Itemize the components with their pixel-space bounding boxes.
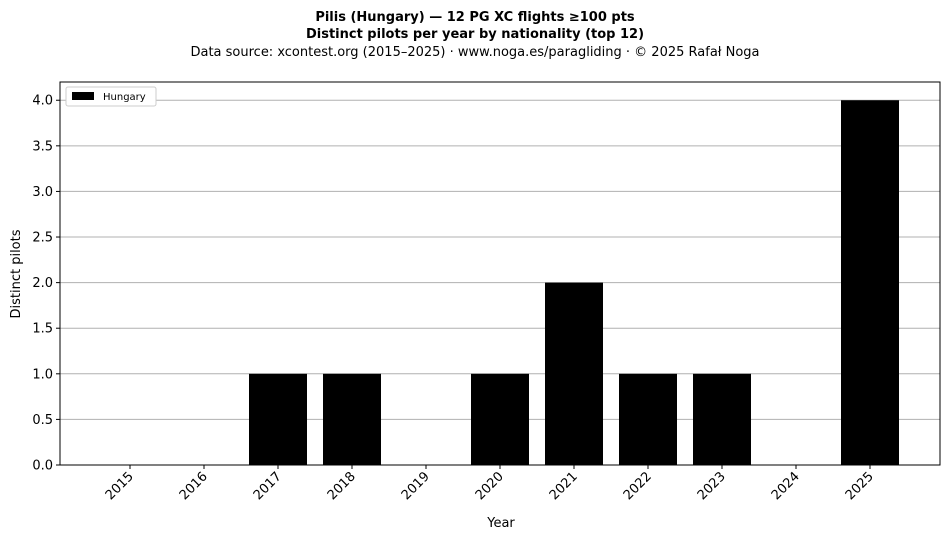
y-tick-label: 3.5 <box>32 139 53 154</box>
bars <box>249 100 899 465</box>
y-tick-label: 4.0 <box>32 94 53 109</box>
x-tick-label-2020: 2020 <box>473 469 507 503</box>
y-tick-label: 2.5 <box>32 231 53 246</box>
x-tick-label-2023: 2023 <box>695 469 729 503</box>
x-tick-label-2017: 2017 <box>251 469 285 503</box>
y-tick-label: 1.5 <box>32 322 53 337</box>
bar-2022 <box>619 373 677 465</box>
y-tick-label: 2.0 <box>32 276 53 291</box>
x-tick-label-2015: 2015 <box>103 469 137 503</box>
bar-2017 <box>249 373 307 465</box>
chart-subtitle: Data source: xcontest.org (2015–2025) · … <box>190 45 759 60</box>
x-tick-label-2022: 2022 <box>621 469 655 503</box>
x-tick-label-2025: 2025 <box>843 469 877 503</box>
x-tick-label-2024: 2024 <box>769 469 803 503</box>
bar-2021 <box>545 282 603 465</box>
y-tick-label: 0.0 <box>32 459 53 474</box>
y-tick-label: 3.0 <box>32 185 53 200</box>
x-tick-label-2018: 2018 <box>325 469 359 503</box>
chart-title-line1: Pilis (Hungary) — 12 PG XC flights ≥100 … <box>315 10 635 25</box>
x-tick-label-2019: 2019 <box>399 469 433 503</box>
y-tick-label: 1.0 <box>32 367 53 382</box>
x-axis-ticks: 2015 2016 2017 2018 2019 2020 2021 2022 2023 2024… <box>103 465 877 503</box>
y-tick-label: 0.5 <box>32 413 53 428</box>
legend-box <box>65 86 157 107</box>
y-gridlines <box>60 99 940 466</box>
x-tick-label-2016: 2016 <box>177 469 211 503</box>
bar-2023 <box>693 373 751 465</box>
legend: Hungary <box>65 86 157 107</box>
bar-2025 <box>841 100 899 465</box>
bar-2018 <box>323 373 381 465</box>
bar-2020 <box>471 373 529 465</box>
y-axis-ticks: 0.0 0.5 1.0 1.5 2.0 2.5 3.0 3.5 4.0 <box>32 94 60 474</box>
legend-label-hungary: Hungary <box>103 92 146 103</box>
x-tick-label-2021: 2021 <box>547 469 581 503</box>
legend-swatch-hungary <box>72 92 94 100</box>
chart-title-line2: Distinct pilots per year by nationality … <box>306 27 644 42</box>
y-axis-label: Distinct pilots <box>9 229 24 318</box>
x-axis-label: Year <box>486 516 515 531</box>
